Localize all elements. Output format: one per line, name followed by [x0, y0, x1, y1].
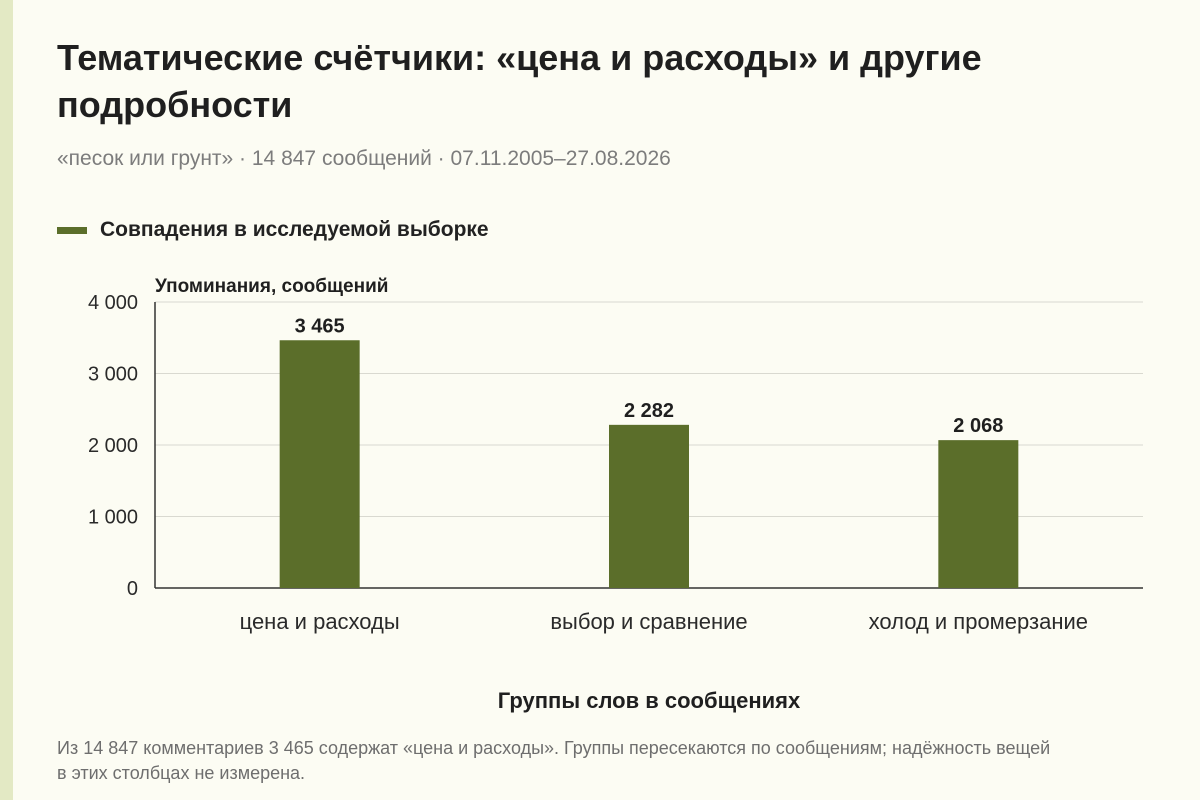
y-tick-label: 0 — [127, 578, 138, 600]
footnote: Из 14 847 комментариев 3 465 содержат «ц… — [57, 738, 1051, 783]
y-tick-label: 4 000 — [88, 292, 138, 314]
chart-title: Тематические счётчики: «цена и расходы» … — [57, 37, 982, 125]
bar — [609, 424, 689, 588]
y-tick-label: 3 000 — [88, 364, 138, 386]
y-axis-label: Упоминания, сообщений — [155, 276, 388, 297]
legend: Совпадения в исследуемой выборке — [57, 218, 489, 242]
bar — [279, 340, 360, 588]
bar-chart: 0 1 000 2 000 3 000 4 000 Упоминания, сообщен… — [88, 276, 1143, 713]
y-tick-label: 2 000 — [88, 435, 138, 457]
x-category-label: холод и промерзание — [869, 609, 1088, 634]
legend-swatch — [57, 226, 87, 234]
x-category-label: выбор и сравнение — [550, 609, 747, 634]
bar-value-label: 3 465 — [295, 315, 345, 337]
legend-label: Совпадения в исследуемой выборке — [100, 218, 489, 241]
chart-subtitle: «песок или грунт» · 14 847 сообщений · 0… — [57, 147, 671, 170]
bar-value-label: 2 282 — [624, 400, 674, 422]
left-accent-strip — [0, 0, 13, 800]
x-category-label: цена и расходы — [240, 609, 400, 634]
y-tick-label: 1 000 — [88, 507, 138, 529]
bar-value-label: 2 068 — [953, 415, 1003, 437]
x-axis-label: Группы слов в сообщениях — [498, 688, 801, 713]
bar — [938, 440, 1019, 588]
